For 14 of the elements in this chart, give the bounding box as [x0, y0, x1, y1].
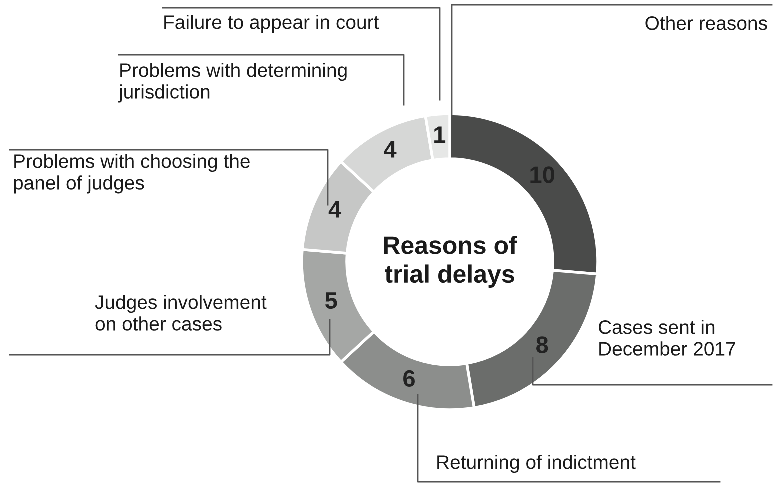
text: Reasons of trial delays — [384, 236, 518, 288]
data-label: 5 — [325, 292, 338, 310]
slice-label: Failure to appear in court — [164, 15, 380, 34]
slice-label: Cases sent in December 2017 — [598, 320, 736, 356]
data-label: 4 — [384, 141, 397, 158]
slice-label: Problems with determining jurisdiction — [118, 63, 347, 103]
slice-label: Problems with choosing the panel of judges — [14, 154, 250, 194]
data-label: 4 — [328, 201, 342, 218]
slice-label: Other reasons — [646, 16, 768, 30]
slice-label: Judges involvement on other cases — [95, 295, 267, 331]
data-label: 6 — [404, 370, 415, 388]
data-label: 8 — [536, 336, 548, 354]
slice-label: Returning of indictment — [438, 455, 636, 474]
data-label: 1 — [434, 126, 446, 144]
